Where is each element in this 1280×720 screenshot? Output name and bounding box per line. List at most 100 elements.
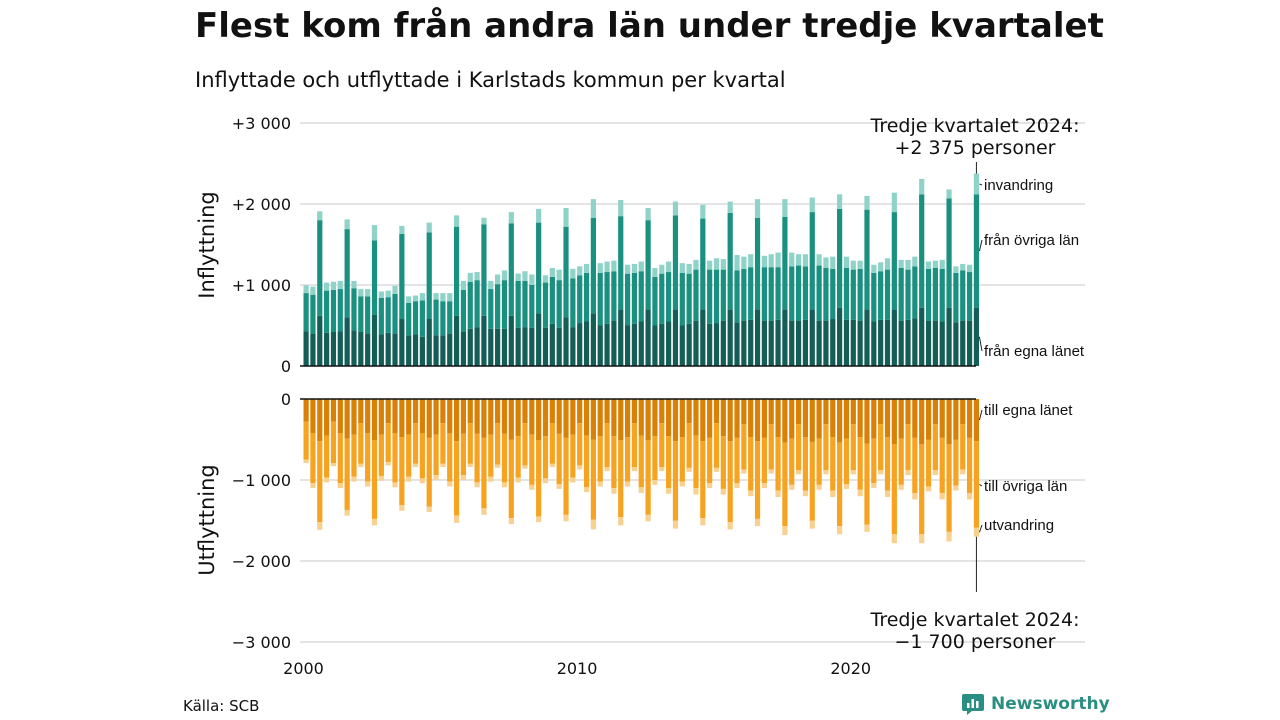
bar-out-51-s1 <box>652 436 658 480</box>
bar-out-63-s2 <box>734 483 740 489</box>
bar-in-43-s2 <box>597 263 603 273</box>
bar-out-9-s0 <box>365 399 371 434</box>
bar-out-18-s0 <box>426 399 432 438</box>
bar-out-31-s0 <box>515 399 521 437</box>
bar-in-87-s2 <box>898 259 904 268</box>
bar-out-39-s2 <box>570 477 576 483</box>
bar-in-78-s0 <box>837 307 843 366</box>
bar-out-90-s2 <box>919 534 925 544</box>
bar-out-75-s1 <box>816 438 822 485</box>
bar-out-68-s1 <box>768 424 774 470</box>
bar-out-75-s2 <box>816 484 822 490</box>
bar-in-68-s0 <box>768 320 774 366</box>
bar-in-76-s2 <box>823 257 829 268</box>
bar-out-33-s0 <box>529 399 535 435</box>
bar-in-48-s0 <box>631 323 638 366</box>
bar-in-76-s1 <box>823 267 829 321</box>
bar-out-29-s2 <box>501 482 508 488</box>
bar-in-13-s2 <box>392 285 398 294</box>
bar-out-55-s2 <box>679 481 685 487</box>
bar-in-62-s2 <box>727 201 733 213</box>
bar-out-79-s0 <box>843 399 850 439</box>
bar-in-29-s0 <box>501 328 508 366</box>
bar-in-6-s1 <box>344 229 350 318</box>
bar-in-61-s2 <box>720 259 726 270</box>
bar-out-43-s1 <box>597 436 603 482</box>
bar-in-58-s2 <box>700 204 706 219</box>
chart-title: Flest kom från andra län under tredje kv… <box>195 6 1104 46</box>
bar-out-10-s1 <box>371 440 378 519</box>
bar-in-98-s0 <box>973 307 980 366</box>
bar-in-98-s1 <box>973 194 980 308</box>
bar-out-43-s2 <box>597 481 603 487</box>
bar-in-2-s0 <box>317 315 323 366</box>
bar-in-43-s0 <box>597 325 603 366</box>
brand-logo[interactable]: Newsworthy <box>961 692 1110 716</box>
bar-in-71-s1 <box>789 266 795 321</box>
bar-in-24-s0 <box>467 328 473 366</box>
bar-in-9-s0 <box>365 333 371 366</box>
bar-in-58-s0 <box>700 309 706 366</box>
bar-out-93-s1 <box>939 437 945 493</box>
bar-out-24-s0 <box>467 399 473 424</box>
bar-out-58-s1 <box>700 441 706 519</box>
bar-out-70-s0 <box>782 399 788 443</box>
y-tick-in-0: 0 <box>281 357 291 376</box>
bar-out-53-s0 <box>666 399 672 437</box>
bar-in-44-s1 <box>604 272 610 324</box>
bar-out-45-s0 <box>611 399 617 437</box>
bar-out-82-s0 <box>864 399 870 444</box>
bar-in-39-s0 <box>570 327 576 366</box>
bar-in-66-s2 <box>754 199 761 218</box>
bar-out-40-s1 <box>577 423 583 466</box>
bar-out-69-s0 <box>775 399 781 438</box>
bar-out-49-s1 <box>638 435 644 488</box>
bar-out-85-s1 <box>884 437 891 491</box>
bar-in-65-s1 <box>748 267 754 320</box>
bar-out-7-s0 <box>351 399 357 435</box>
bar-in-27-s1 <box>488 289 494 329</box>
bar-out-98-s1 <box>973 441 980 528</box>
bar-out-33-s1 <box>529 434 535 485</box>
bar-in-91-s2 <box>925 261 932 269</box>
bar-in-93-s1 <box>939 268 945 322</box>
bar-in-45-s2 <box>611 260 617 272</box>
bar-in-8-s0 <box>358 331 364 366</box>
bar-out-0-s0 <box>303 399 309 422</box>
bar-out-37-s2 <box>556 484 562 489</box>
bar-in-24-s1 <box>467 281 473 329</box>
bar-out-84-s2 <box>878 470 884 475</box>
bar-out-26-s0 <box>481 399 487 438</box>
bar-out-62-s1 <box>727 441 733 523</box>
bar-out-52-s0 <box>659 399 665 424</box>
bar-in-85-s2 <box>884 258 891 270</box>
bar-out-96-s0 <box>960 399 966 425</box>
bar-out-3-s1 <box>324 435 330 478</box>
bar-in-25-s1 <box>474 280 480 328</box>
bar-in-25-s2 <box>474 272 480 281</box>
bar-out-44-s0 <box>604 399 610 424</box>
bar-out-8-s1 <box>358 423 364 464</box>
bar-out-48-s1 <box>631 423 638 468</box>
bar-in-13-s1 <box>392 293 398 334</box>
bar-in-52-s0 <box>659 323 665 366</box>
bar-in-55-s2 <box>679 263 685 273</box>
bar-in-55-s0 <box>679 325 685 366</box>
bar-in-26-s2 <box>481 217 487 225</box>
bar-in-26-s1 <box>481 224 487 316</box>
bar-in-70-s1 <box>782 216 788 310</box>
bar-in-40-s0 <box>577 323 583 366</box>
bar-in-57-s1 <box>693 269 699 321</box>
bar-in-39-s1 <box>570 278 576 328</box>
bar-in-2-s1 <box>317 220 323 316</box>
bar-out-5-s0 <box>337 399 343 434</box>
bar-in-81-s2 <box>857 260 863 269</box>
bar-out-59-s0 <box>707 399 713 438</box>
bar-out-38-s0 <box>563 399 569 438</box>
bar-out-2-s1 <box>317 441 323 523</box>
bar-out-73-s0 <box>802 399 809 438</box>
series-label-out-2: utvandring <box>984 517 1054 534</box>
bar-in-83-s1 <box>871 272 877 322</box>
bar-in-3-s0 <box>324 332 330 366</box>
bar-in-64-s0 <box>741 320 747 366</box>
